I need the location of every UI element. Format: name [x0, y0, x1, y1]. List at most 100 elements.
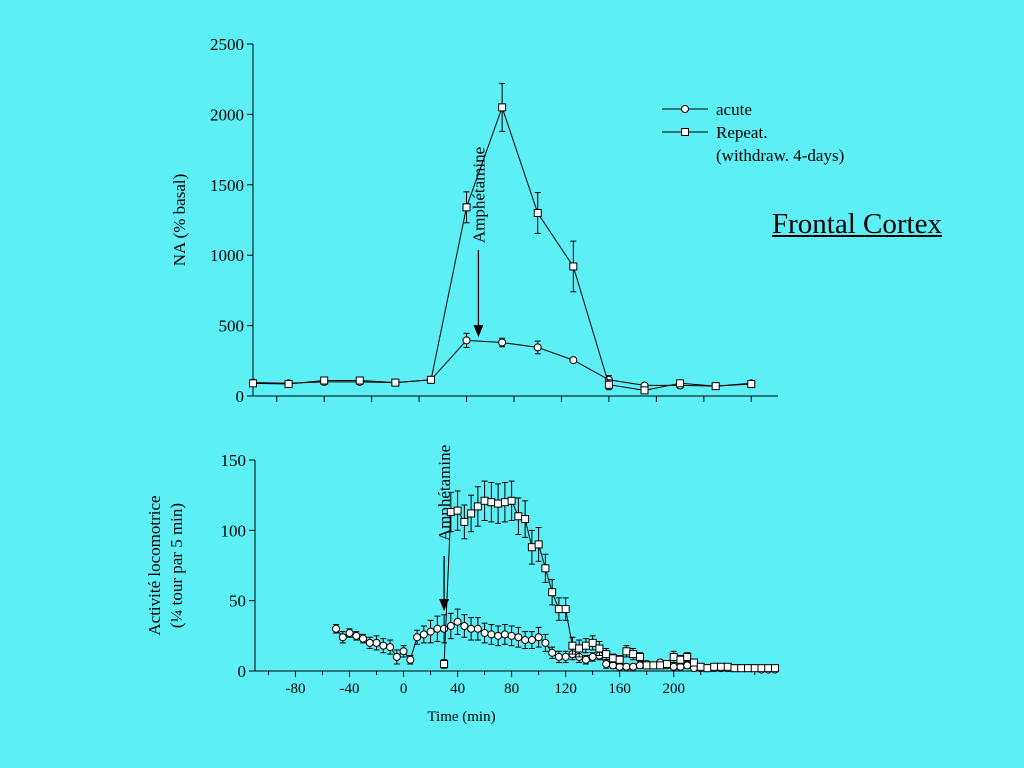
data-point: [467, 624, 476, 633]
data-point: [392, 652, 401, 661]
y-tick-label: 2000: [210, 105, 244, 124]
legend: acute Repeat. (withdraw. 4-days): [662, 100, 844, 165]
data-point: [352, 631, 361, 640]
series-square: [249, 82, 756, 395]
y-tick-label: 2500: [210, 35, 244, 54]
data-point: [440, 659, 449, 668]
data-point: [527, 636, 536, 645]
y-tick-label: 500: [219, 317, 245, 336]
data-point: [764, 664, 773, 673]
slide-title: Frontal Cortex: [772, 208, 942, 240]
y-tick-label: 100: [221, 521, 247, 540]
data-point: [338, 633, 347, 642]
data-point: [345, 629, 354, 638]
data-point: [710, 662, 719, 671]
data-point: [462, 336, 471, 345]
data-point: [372, 638, 381, 647]
data-point: [433, 624, 442, 633]
data-point: [507, 631, 516, 640]
data-point: [320, 376, 329, 385]
data-point: [622, 647, 631, 656]
data-point: [689, 658, 698, 667]
data-point: [554, 605, 563, 614]
data-point: [406, 655, 415, 664]
data-point: [426, 627, 435, 636]
data-point: [604, 380, 613, 389]
data-point: [541, 638, 550, 647]
data-point: [569, 262, 578, 271]
data-point: [440, 624, 449, 633]
legend-label: acute: [716, 100, 752, 119]
data-point: [487, 498, 496, 507]
amphetamine-label: Amphétamine: [435, 445, 454, 541]
data-point: [595, 644, 604, 653]
data-point: [365, 638, 374, 647]
series-square: [440, 480, 779, 673]
data-point: [750, 664, 759, 673]
data-point: [460, 517, 469, 526]
data-point: [514, 633, 523, 642]
data-point: [419, 630, 428, 639]
legend-sublabel: (withdraw. 4-days): [716, 146, 844, 165]
data-point: [669, 652, 678, 661]
legend-label: Repeat.: [716, 123, 767, 142]
data-point: [711, 382, 720, 391]
data-point: [462, 203, 471, 212]
data-point: [533, 208, 542, 217]
data-point: [460, 621, 469, 630]
data-point: [480, 496, 489, 505]
data-point: [662, 659, 671, 668]
data-point: [514, 512, 523, 521]
data-point: [500, 630, 509, 639]
y-tick-label: 0: [238, 662, 247, 681]
x-tick-label: 40: [450, 681, 465, 697]
data-point: [399, 647, 408, 656]
data-point: [683, 652, 692, 661]
legend-marker: [681, 105, 689, 113]
data-point: [703, 664, 712, 673]
series-line: [252, 105, 752, 391]
data-point: [534, 633, 543, 642]
data-point: [561, 652, 570, 661]
amphetamine-arrowhead: [473, 325, 484, 337]
data-point: [716, 662, 725, 671]
amphetamine-label: Amphétamine: [469, 147, 488, 243]
x-tick-label: 200: [662, 681, 685, 697]
data-point: [473, 502, 482, 511]
data-point: [676, 379, 685, 388]
data-point: [453, 617, 462, 626]
data-point: [480, 629, 489, 638]
data-point: [656, 661, 665, 670]
locomotor-chart: 0 50 100 150 -80 -40 0 40 80 120 160 200 Activité lo…: [145, 445, 779, 725]
data-point: [602, 650, 611, 659]
data-point: [521, 515, 530, 524]
data-point: [500, 498, 509, 507]
data-point: [581, 655, 590, 664]
data-point: [575, 644, 584, 653]
data-point: [284, 380, 293, 389]
data-point: [391, 378, 400, 387]
data-point: [554, 652, 563, 661]
na-chart: 0 500 1000 1500 2000 2500 NA (% basal) Amphétam…: [170, 35, 778, 406]
y-axis-label: NA (% basal): [170, 174, 189, 267]
data-point: [355, 376, 364, 385]
data-point: [467, 509, 476, 518]
series-line: [443, 500, 775, 669]
data-point: [669, 662, 678, 671]
data-point: [426, 375, 435, 384]
data-point: [548, 648, 557, 657]
y-axis-label-secondary: (¼ tour par 5 min): [167, 503, 186, 628]
data-point: [533, 343, 542, 352]
data-point: [747, 380, 756, 389]
data-point: [386, 643, 395, 652]
data-point: [608, 654, 617, 663]
y-tick-label: 0: [236, 387, 245, 406]
data-point: [507, 496, 516, 505]
data-point: [446, 621, 455, 630]
x-axis-label: Time (min): [427, 709, 495, 725]
data-point: [498, 103, 507, 112]
data-point: [446, 508, 455, 517]
data-point: [494, 631, 503, 640]
x-tick-label: -40: [340, 681, 360, 697]
y-tick-label: 150: [221, 451, 247, 470]
